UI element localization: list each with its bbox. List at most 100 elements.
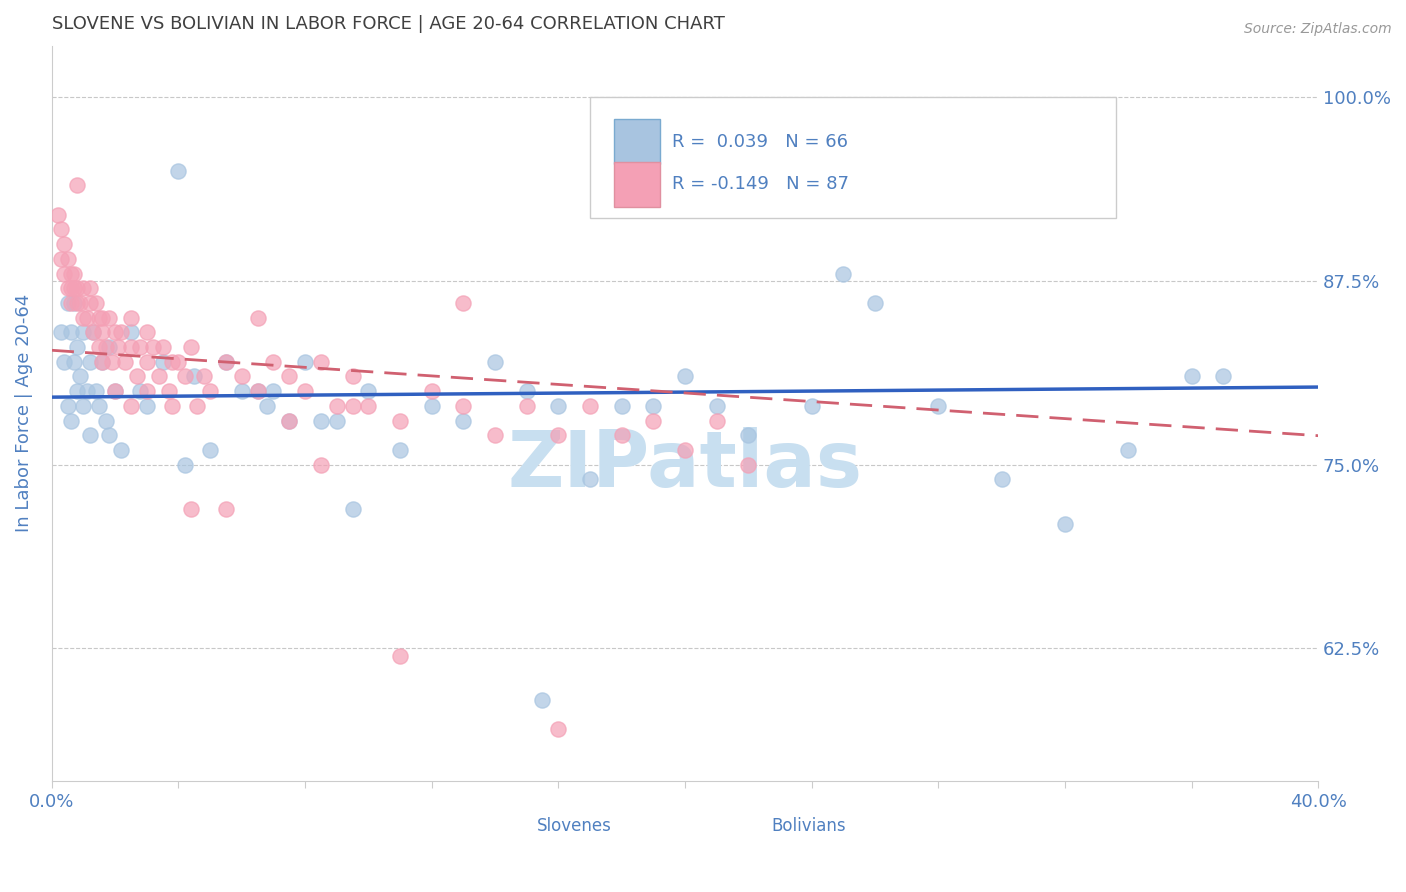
Point xyxy=(610,428,633,442)
Text: ZIPatlas: ZIPatlas xyxy=(508,426,862,503)
Point xyxy=(63,267,86,281)
Point xyxy=(173,369,195,384)
Point xyxy=(82,326,104,340)
Point xyxy=(66,340,89,354)
Point xyxy=(97,340,120,354)
Point xyxy=(53,237,76,252)
Point xyxy=(59,296,82,310)
Point xyxy=(152,355,174,369)
Point xyxy=(193,369,215,384)
Point xyxy=(66,281,89,295)
Point xyxy=(547,428,569,442)
Text: R = -0.149   N = 87: R = -0.149 N = 87 xyxy=(672,176,849,194)
Point xyxy=(69,296,91,310)
Point xyxy=(278,414,301,428)
Point xyxy=(59,267,82,281)
Point xyxy=(278,369,301,384)
Point xyxy=(388,648,411,663)
Point xyxy=(262,384,284,399)
Point xyxy=(76,384,98,399)
Point xyxy=(246,310,269,325)
Point xyxy=(72,310,94,325)
Point xyxy=(107,340,129,354)
Point xyxy=(484,428,506,442)
Point xyxy=(84,296,107,310)
Point xyxy=(97,310,120,325)
Point xyxy=(547,723,569,737)
Point xyxy=(129,384,152,399)
Point xyxy=(547,399,569,413)
Text: Source: ZipAtlas.com: Source: ZipAtlas.com xyxy=(1244,22,1392,37)
Point xyxy=(357,384,380,399)
Point xyxy=(69,369,91,384)
Text: SLOVENE VS BOLIVIAN IN LABOR FORCE | AGE 20-64 CORRELATION CHART: SLOVENE VS BOLIVIAN IN LABOR FORCE | AGE… xyxy=(52,15,724,33)
Point xyxy=(800,399,823,413)
Point xyxy=(1116,442,1139,457)
Point xyxy=(110,442,132,457)
Point xyxy=(516,399,538,413)
Point xyxy=(256,399,278,413)
Point xyxy=(89,310,111,325)
Point xyxy=(63,281,86,295)
Point xyxy=(59,281,82,295)
Point xyxy=(89,399,111,413)
Point xyxy=(180,501,202,516)
Point xyxy=(990,472,1012,486)
Point xyxy=(101,355,124,369)
Point xyxy=(79,428,101,442)
Point xyxy=(737,458,759,472)
Point xyxy=(215,501,238,516)
Point xyxy=(127,369,149,384)
Point xyxy=(215,355,238,369)
Point xyxy=(388,414,411,428)
Point xyxy=(59,414,82,428)
Point xyxy=(160,355,183,369)
Point xyxy=(673,442,696,457)
Point xyxy=(643,414,665,428)
Point xyxy=(167,163,190,178)
Point xyxy=(135,326,157,340)
Point xyxy=(357,399,380,413)
Point xyxy=(56,252,79,266)
Point xyxy=(51,252,73,266)
Text: Slovenes: Slovenes xyxy=(537,817,612,836)
Point xyxy=(120,340,142,354)
Point xyxy=(278,414,301,428)
Text: Bolivians: Bolivians xyxy=(770,817,845,836)
Point xyxy=(63,296,86,310)
Point xyxy=(737,428,759,442)
FancyBboxPatch shape xyxy=(614,162,659,207)
Point xyxy=(56,399,79,413)
Point xyxy=(246,384,269,399)
Point xyxy=(183,369,205,384)
Point xyxy=(53,267,76,281)
Point xyxy=(484,355,506,369)
Point xyxy=(294,384,316,399)
Point xyxy=(104,326,127,340)
Point xyxy=(66,296,89,310)
Point xyxy=(79,296,101,310)
Point xyxy=(246,384,269,399)
Point xyxy=(1212,369,1234,384)
Point xyxy=(135,355,157,369)
Point xyxy=(342,399,364,413)
FancyBboxPatch shape xyxy=(614,120,659,164)
Point xyxy=(120,326,142,340)
Point xyxy=(66,178,89,193)
Point xyxy=(72,326,94,340)
Point xyxy=(79,355,101,369)
Point xyxy=(84,384,107,399)
Point xyxy=(89,340,111,354)
Point xyxy=(186,399,208,413)
Point xyxy=(72,399,94,413)
Point xyxy=(72,281,94,295)
Point xyxy=(63,355,86,369)
Point xyxy=(94,340,117,354)
Point xyxy=(76,310,98,325)
Point xyxy=(453,399,475,413)
Point xyxy=(309,458,332,472)
Point xyxy=(453,296,475,310)
Text: R =  0.039   N = 66: R = 0.039 N = 66 xyxy=(672,133,848,151)
Point xyxy=(104,384,127,399)
Point xyxy=(1180,369,1202,384)
